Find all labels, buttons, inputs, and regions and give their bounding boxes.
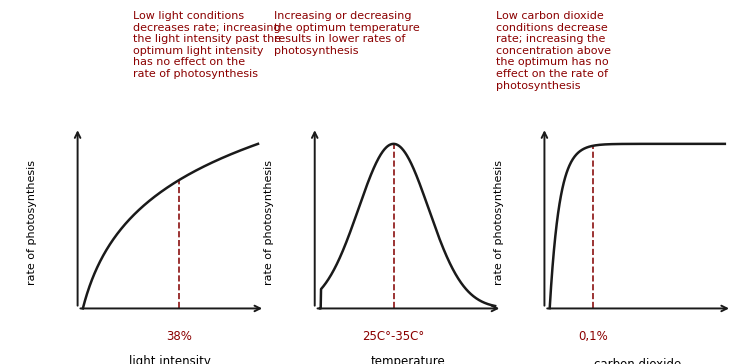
Text: temperature: temperature: [370, 355, 445, 364]
Text: rate of photosynthesis: rate of photosynthesis: [494, 159, 504, 285]
Text: 38%: 38%: [166, 330, 192, 343]
Text: light intensity: light intensity: [130, 355, 211, 364]
Text: Low carbon dioxide
conditions decrease
rate; increasing the
concentration above
: Low carbon dioxide conditions decrease r…: [496, 11, 611, 91]
Text: Increasing or decreasing
the optimum temperature
results in lower rates of
photo: Increasing or decreasing the optimum tem…: [274, 11, 420, 56]
Text: 25C°-35C°: 25C°-35C°: [362, 330, 425, 343]
Text: rate of photosynthesis: rate of photosynthesis: [27, 159, 37, 285]
Text: rate of photosynthesis: rate of photosynthesis: [264, 159, 274, 285]
Text: carbon dioxide
concentration: carbon dioxide concentration: [594, 358, 681, 364]
Text: Low light conditions
decreases rate; increasing
the light intensity past the
opt: Low light conditions decreases rate; inc…: [133, 11, 282, 79]
Text: 0,1%: 0,1%: [579, 330, 608, 343]
